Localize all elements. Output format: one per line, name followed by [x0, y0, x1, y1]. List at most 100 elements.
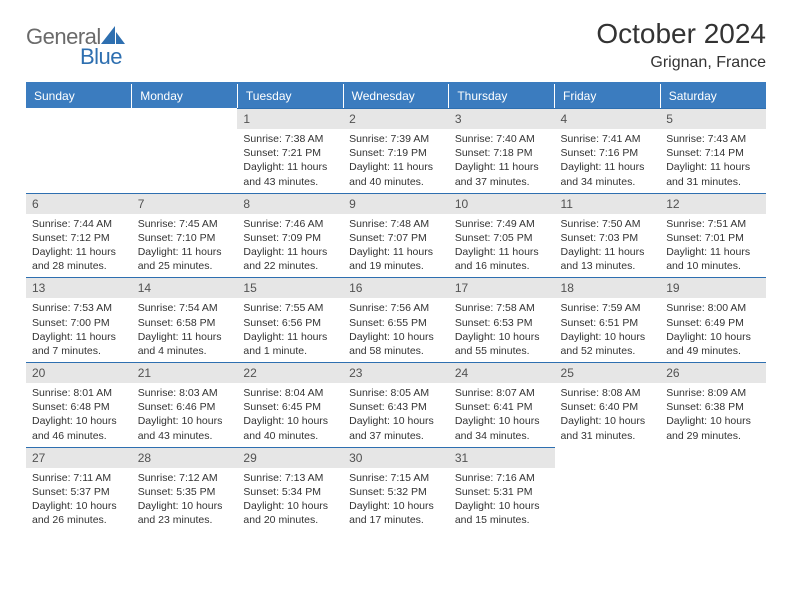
day-details: Sunrise: 7:50 AMSunset: 7:03 PMDaylight:…: [555, 214, 661, 278]
daylight-text: Daylight: 10 hours and 43 minutes.: [138, 414, 232, 442]
sunset-text: Sunset: 6:58 PM: [138, 316, 232, 330]
calendar-day-cell: 11Sunrise: 7:50 AMSunset: 7:03 PMDayligh…: [555, 193, 661, 278]
daylight-text: Daylight: 10 hours and 46 minutes.: [32, 414, 126, 442]
sunset-text: Sunset: 6:45 PM: [243, 400, 337, 414]
calendar-day-cell: 4Sunrise: 7:41 AMSunset: 7:16 PMDaylight…: [555, 108, 661, 193]
day-number: 1: [237, 108, 343, 129]
sunrise-text: Sunrise: 7:54 AM: [138, 301, 232, 315]
day-number: 21: [132, 362, 238, 383]
calendar-day-cell: 30Sunrise: 7:15 AMSunset: 5:32 PMDayligh…: [343, 447, 449, 532]
calendar-day-cell: 20Sunrise: 8:01 AMSunset: 6:48 PMDayligh…: [26, 362, 132, 447]
sunrise-text: Sunrise: 7:43 AM: [666, 132, 760, 146]
day-number: 22: [237, 362, 343, 383]
day-details: Sunrise: 7:48 AMSunset: 7:07 PMDaylight:…: [343, 214, 449, 278]
sunset-text: Sunset: 7:14 PM: [666, 146, 760, 160]
calendar-day-cell: 26Sunrise: 8:09 AMSunset: 6:38 PMDayligh…: [660, 362, 766, 447]
day-number: 19: [660, 277, 766, 298]
daylight-text: Daylight: 10 hours and 29 minutes.: [666, 414, 760, 442]
daylight-text: Daylight: 11 hours and 34 minutes.: [561, 160, 655, 188]
calendar-day-cell: 25Sunrise: 8:08 AMSunset: 6:40 PMDayligh…: [555, 362, 661, 447]
sunset-text: Sunset: 7:18 PM: [455, 146, 549, 160]
daylight-text: Daylight: 10 hours and 20 minutes.: [243, 499, 337, 527]
sunset-text: Sunset: 6:55 PM: [349, 316, 443, 330]
calendar-week-row: ....1Sunrise: 7:38 AMSunset: 7:21 PMDayl…: [26, 108, 766, 193]
day-number: 29: [237, 447, 343, 468]
calendar-day-cell: 18Sunrise: 7:59 AMSunset: 6:51 PMDayligh…: [555, 277, 661, 362]
calendar-day-cell: 17Sunrise: 7:58 AMSunset: 6:53 PMDayligh…: [449, 277, 555, 362]
daylight-text: Daylight: 11 hours and 16 minutes.: [455, 245, 549, 273]
sunrise-text: Sunrise: 7:44 AM: [32, 217, 126, 231]
daylight-text: Daylight: 10 hours and 55 minutes.: [455, 330, 549, 358]
calendar-day-cell: 19Sunrise: 8:00 AMSunset: 6:49 PMDayligh…: [660, 277, 766, 362]
daylight-text: Daylight: 10 hours and 37 minutes.: [349, 414, 443, 442]
calendar-day-cell: 2Sunrise: 7:39 AMSunset: 7:19 PMDaylight…: [343, 108, 449, 193]
sunrise-text: Sunrise: 7:59 AM: [561, 301, 655, 315]
day-number: 12: [660, 193, 766, 214]
sunrise-text: Sunrise: 7:38 AM: [243, 132, 337, 146]
daylight-text: Daylight: 11 hours and 43 minutes.: [243, 160, 337, 188]
day-number: 23: [343, 362, 449, 383]
sunset-text: Sunset: 7:00 PM: [32, 316, 126, 330]
calendar-day-cell: 15Sunrise: 7:55 AMSunset: 6:56 PMDayligh…: [237, 277, 343, 362]
sunrise-text: Sunrise: 7:51 AM: [666, 217, 760, 231]
calendar-day-cell: 31Sunrise: 7:16 AMSunset: 5:31 PMDayligh…: [449, 447, 555, 532]
weekday-header-row: SundayMondayTuesdayWednesdayThursdayFrid…: [26, 84, 766, 108]
sunrise-text: Sunrise: 7:15 AM: [349, 471, 443, 485]
day-details: Sunrise: 7:46 AMSunset: 7:09 PMDaylight:…: [237, 214, 343, 278]
sunrise-text: Sunrise: 7:56 AM: [349, 301, 443, 315]
sunrise-text: Sunrise: 7:49 AM: [455, 217, 549, 231]
calendar-body: ....1Sunrise: 7:38 AMSunset: 7:21 PMDayl…: [26, 108, 766, 531]
day-details: Sunrise: 7:53 AMSunset: 7:00 PMDaylight:…: [26, 298, 132, 362]
sunrise-text: Sunrise: 7:48 AM: [349, 217, 443, 231]
calendar-day-cell: ..: [555, 447, 661, 532]
day-number: 18: [555, 277, 661, 298]
calendar-day-cell: 5 Sunrise: 7:43 AMSunset: 7:14 PMDaylight…: [660, 108, 766, 193]
sunset-text: Sunset: 7:19 PM: [349, 146, 443, 160]
sail-icon: [101, 26, 125, 46]
weekday-header: Tuesday: [237, 84, 343, 108]
day-details: Sunrise: 7:39 AMSunset: 7:19 PMDaylight:…: [343, 129, 449, 193]
day-details: Sunrise: 7:12 AMSunset: 5:35 PMDaylight:…: [132, 468, 238, 532]
weekday-header: Thursday: [449, 84, 555, 108]
day-details: Sunrise: 8:00 AMSunset: 6:49 PMDaylight:…: [660, 298, 766, 362]
day-details: Sunrise: 8:01 AMSunset: 6:48 PMDaylight:…: [26, 383, 132, 447]
daylight-text: Daylight: 11 hours and 31 minutes.: [666, 160, 760, 188]
day-details: Sunrise: 7:56 AMSunset: 6:55 PMDaylight:…: [343, 298, 449, 362]
sunrise-text: Sunrise: 7:46 AM: [243, 217, 337, 231]
calendar-day-cell: 16Sunrise: 7:56 AMSunset: 6:55 PMDayligh…: [343, 277, 449, 362]
sunset-text: Sunset: 7:05 PM: [455, 231, 549, 245]
sunset-text: Sunset: 6:43 PM: [349, 400, 443, 414]
day-number: 6: [26, 193, 132, 214]
calendar-day-cell: 14Sunrise: 7:54 AMSunset: 6:58 PMDayligh…: [132, 277, 238, 362]
calendar-day-cell: 12Sunrise: 7:51 AMSunset: 7:01 PMDayligh…: [660, 193, 766, 278]
sunrise-text: Sunrise: 7:50 AM: [561, 217, 655, 231]
sunrise-text: Sunrise: 7:55 AM: [243, 301, 337, 315]
calendar-day-cell: 28Sunrise: 7:12 AMSunset: 5:35 PMDayligh…: [132, 447, 238, 532]
calendar-table: SundayMondayTuesdayWednesdayThursdayFrid…: [26, 84, 766, 531]
calendar-day-cell: ..: [132, 108, 238, 193]
sunrise-text: Sunrise: 7:16 AM: [455, 471, 549, 485]
sunset-text: Sunset: 7:03 PM: [561, 231, 655, 245]
weekday-header: Friday: [555, 84, 661, 108]
sunrise-text: Sunrise: 8:00 AM: [666, 301, 760, 315]
day-details: Sunrise: 8:07 AMSunset: 6:41 PMDaylight:…: [449, 383, 555, 447]
calendar-day-cell: ..: [26, 108, 132, 193]
day-number: 27: [26, 447, 132, 468]
sunrise-text: Sunrise: 7:41 AM: [561, 132, 655, 146]
sunrise-text: Sunrise: 8:04 AM: [243, 386, 337, 400]
day-number: 2: [343, 108, 449, 129]
daylight-text: Daylight: 11 hours and 40 minutes.: [349, 160, 443, 188]
day-details: Sunrise: 8:04 AMSunset: 6:45 PMDaylight:…: [237, 383, 343, 447]
day-number: 3: [449, 108, 555, 129]
day-details: Sunrise: 7:40 AMSunset: 7:18 PMDaylight:…: [449, 129, 555, 193]
sunrise-text: Sunrise: 7:13 AM: [243, 471, 337, 485]
day-number: 5: [660, 108, 766, 129]
calendar-day-cell: 27Sunrise: 7:11 AMSunset: 5:37 PMDayligh…: [26, 447, 132, 532]
day-number: 24: [449, 362, 555, 383]
calendar-week-row: 20Sunrise: 8:01 AMSunset: 6:48 PMDayligh…: [26, 362, 766, 447]
day-number: 10: [449, 193, 555, 214]
calendar-day-cell: 3Sunrise: 7:40 AMSunset: 7:18 PMDaylight…: [449, 108, 555, 193]
day-number: 7: [132, 193, 238, 214]
sunrise-text: Sunrise: 7:40 AM: [455, 132, 549, 146]
day-number: 11: [555, 193, 661, 214]
